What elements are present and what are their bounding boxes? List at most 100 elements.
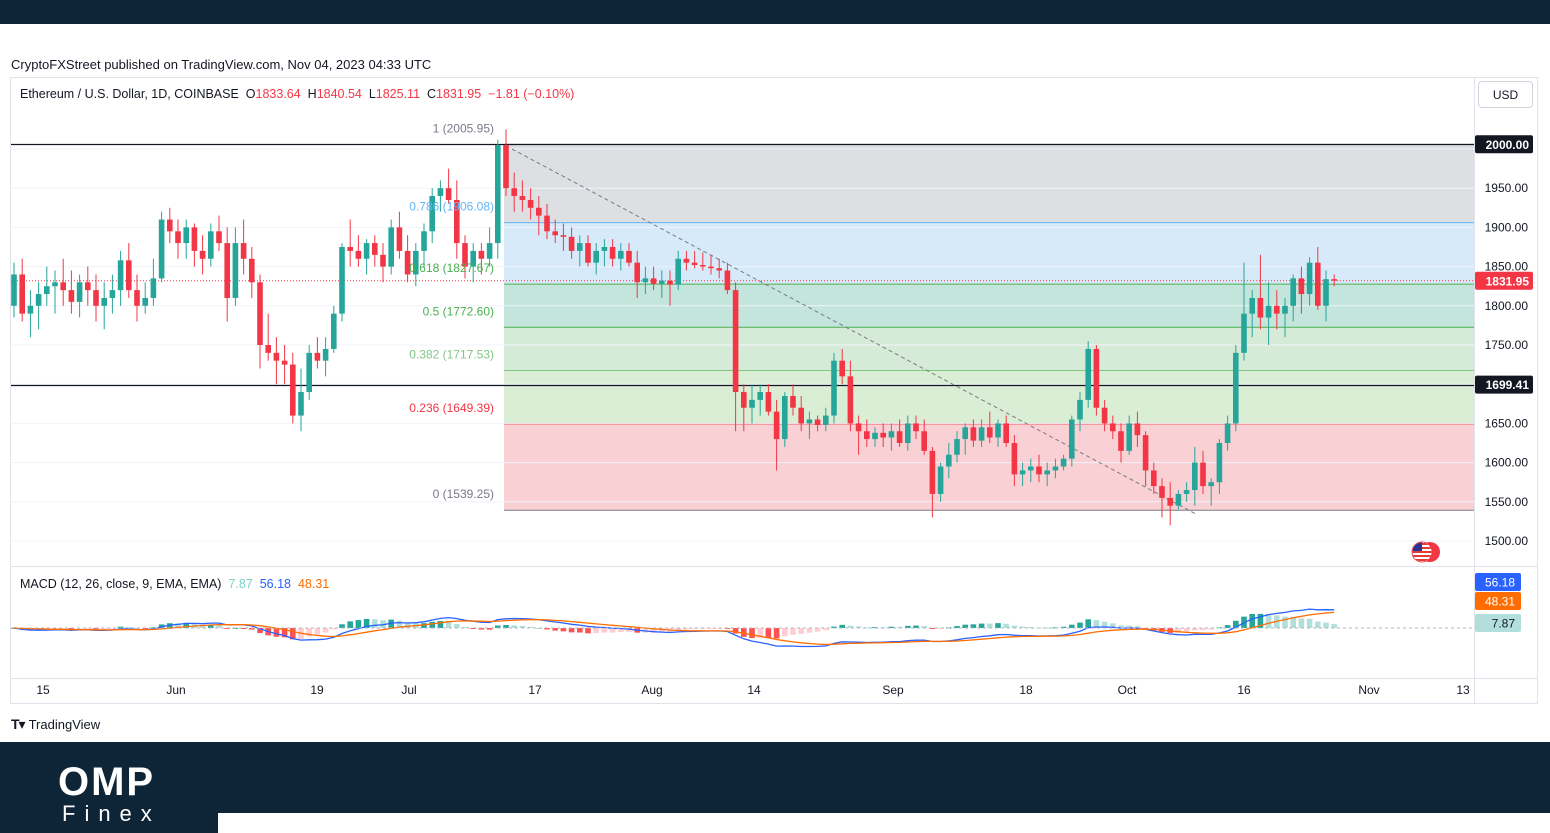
candle-body bbox=[978, 427, 985, 441]
trend-line[interactable] bbox=[511, 148, 1196, 515]
candle-body bbox=[716, 268, 722, 271]
price-chart[interactable]: 1 (2005.95) 0.786 (1906.08) 0.618 (1827.67… bbox=[0, 0, 1550, 742]
low-label: L bbox=[368, 87, 376, 101]
macd-histogram-bar bbox=[544, 628, 550, 630]
candle-body bbox=[1134, 423, 1141, 436]
candle-body bbox=[782, 395, 788, 440]
candle-body bbox=[872, 432, 878, 440]
candle-body bbox=[1003, 423, 1009, 443]
fib-label: 0.618 (1827.67) bbox=[409, 261, 494, 275]
macd-histogram-bar bbox=[290, 628, 296, 640]
macd-histogram-bar bbox=[864, 627, 870, 629]
fibonacci-retracement[interactable] bbox=[504, 143, 1474, 511]
candle-body bbox=[224, 243, 230, 298]
candle-body bbox=[970, 427, 977, 441]
candle-body bbox=[650, 278, 657, 284]
macd-histogram-bar bbox=[1077, 622, 1083, 628]
open-value: 1833.64 bbox=[255, 87, 301, 101]
candle-body bbox=[1126, 423, 1132, 451]
candle-body bbox=[798, 407, 804, 424]
candle-body bbox=[1110, 423, 1116, 432]
candle-body bbox=[380, 254, 386, 267]
macd-histogram-bar bbox=[495, 625, 501, 628]
horizontal-lines[interactable] bbox=[11, 143, 1474, 387]
trend-line-dashed[interactable] bbox=[511, 148, 1196, 515]
candle-body bbox=[355, 250, 362, 259]
tradingview-logo[interactable]: T▾ TradingView bbox=[11, 716, 100, 733]
macd-histogram-bar bbox=[1126, 625, 1132, 628]
candle-body bbox=[109, 290, 116, 298]
macd-histogram-bar bbox=[511, 625, 517, 628]
candle-body bbox=[413, 250, 419, 275]
macd-histogram-bar bbox=[1019, 626, 1026, 628]
candle-body bbox=[765, 392, 772, 412]
macd-value-text: 56.18 bbox=[1485, 576, 1515, 590]
candle-body bbox=[306, 352, 312, 393]
macd-pane[interactable]: 56.18 48.31 7.87 bbox=[11, 573, 1521, 648]
macd-histogram-bar bbox=[1044, 627, 1050, 629]
candle-body bbox=[880, 432, 886, 438]
candle-body bbox=[954, 439, 960, 455]
candle-body bbox=[76, 282, 83, 302]
low-value: 1825.11 bbox=[375, 87, 421, 101]
macd-histogram-bar bbox=[1257, 613, 1264, 628]
candle-body bbox=[445, 188, 452, 200]
candle-body bbox=[1290, 278, 1296, 306]
macd-histogram-bar bbox=[798, 628, 804, 634]
macd-histogram-bar bbox=[208, 624, 214, 628]
candle-body bbox=[609, 247, 616, 259]
price-axis[interactable]: 1500.001550.001600.001650.001700.001750.… bbox=[1475, 135, 1533, 548]
candle-body bbox=[773, 411, 780, 440]
macd-histogram-bar bbox=[240, 628, 247, 629]
candle-body bbox=[68, 290, 75, 302]
macd-histogram-bar bbox=[642, 628, 649, 633]
macd-histogram-bar bbox=[1290, 616, 1296, 628]
macd-histogram-bar bbox=[568, 628, 575, 633]
candle-body bbox=[167, 219, 173, 232]
candle-body bbox=[1036, 466, 1042, 475]
fib-label: 0.382 (1717.53) bbox=[409, 347, 494, 361]
high-label: H bbox=[307, 87, 317, 101]
candle-body bbox=[1044, 470, 1050, 475]
macd-histogram-bar bbox=[396, 620, 403, 628]
candle-body bbox=[273, 352, 280, 361]
candle-body bbox=[175, 231, 181, 244]
macd-histogram-bar bbox=[388, 619, 394, 628]
macd-histogram-bar bbox=[585, 628, 591, 634]
candle-body bbox=[339, 247, 345, 314]
hline-price-text: 2000.00 bbox=[1486, 138, 1530, 152]
candle-body bbox=[552, 231, 558, 236]
macd-histogram-bar bbox=[1110, 623, 1116, 628]
macd-histogram-bar bbox=[1200, 628, 1206, 631]
candle-body bbox=[1208, 482, 1214, 487]
candle-body bbox=[503, 145, 509, 189]
macd-histogram-bar bbox=[1265, 614, 1272, 628]
candle-body bbox=[544, 215, 550, 232]
candle-body bbox=[454, 199, 460, 244]
macd-histogram-bar bbox=[454, 624, 460, 628]
macd-histogram-bar bbox=[421, 623, 427, 628]
candle-body bbox=[601, 247, 608, 251]
candle-body bbox=[27, 305, 34, 314]
candle-body bbox=[142, 297, 148, 306]
candle-body bbox=[208, 231, 214, 259]
fib-label: 0 (1539.25) bbox=[433, 487, 494, 501]
us-flag-icon[interactable] bbox=[1411, 541, 1441, 563]
candle-body bbox=[1257, 297, 1264, 318]
candle-body bbox=[404, 250, 411, 275]
change-value: −1.81 (−0.10%) bbox=[488, 87, 575, 101]
candle-body bbox=[1159, 486, 1165, 498]
candle-body bbox=[814, 419, 821, 425]
candle-body bbox=[527, 199, 534, 208]
candle-body bbox=[806, 419, 813, 424]
time-axis[interactable]: 15 Jun 19 Jul 17 Aug 14 Sep 18 Oct 16 Nov 13 bbox=[36, 683, 1470, 697]
macd-histogram-bar bbox=[1101, 621, 1108, 628]
currency-button[interactable]: USD bbox=[1478, 81, 1533, 108]
candle-body bbox=[117, 260, 124, 291]
candle-body bbox=[1249, 297, 1255, 314]
candle-body bbox=[314, 352, 321, 361]
symbol-name: Ethereum / U.S. Dollar, 1D, COINBASE bbox=[20, 87, 239, 101]
macd-label: MACD (12, 26, close, 9, EMA, EMA) bbox=[20, 577, 222, 591]
candle-body bbox=[429, 196, 435, 232]
candle-body bbox=[519, 196, 526, 200]
